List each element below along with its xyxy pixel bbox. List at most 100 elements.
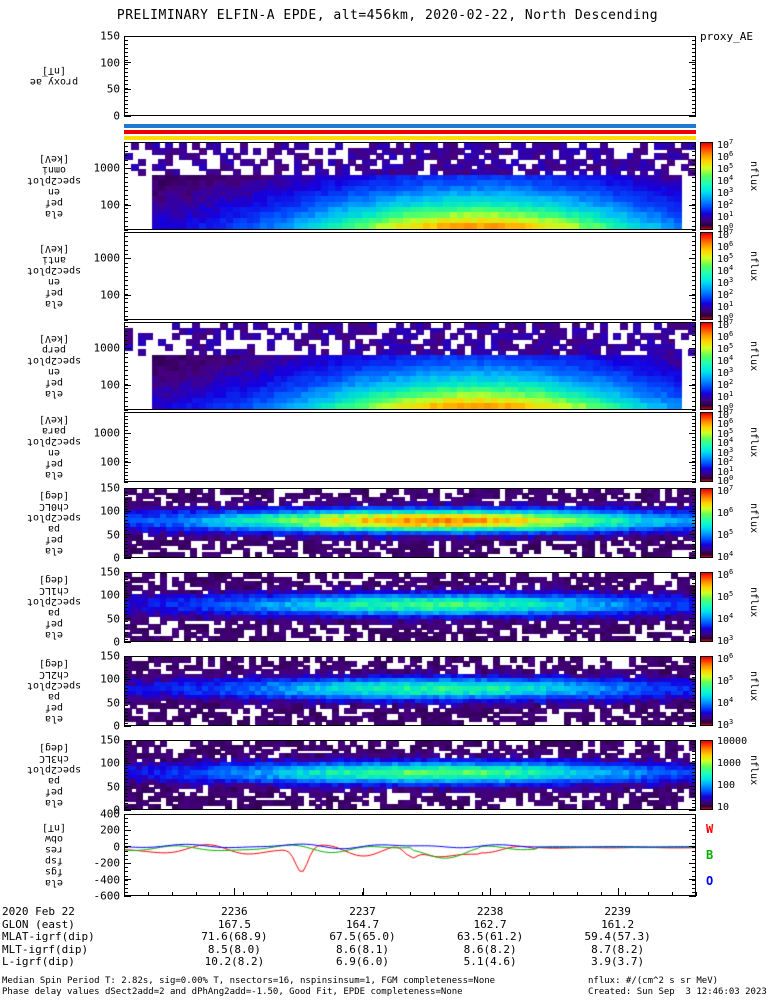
yminor-r-en_omni-0 <box>692 142 696 143</box>
colorbar-name-en_perp: nflux <box>748 341 759 372</box>
yminor-r-proxy_ae-13 <box>692 88 696 89</box>
yminor-r-pa_ch2lc-6 <box>692 677 696 678</box>
yminor-r-en_anti-8 <box>692 267 696 269</box>
xaxis-row-value-3-2: 8.6(8.2) <box>463 942 517 956</box>
yminor-en_omni-14 <box>124 203 128 205</box>
yminor-pa_ch3lc-13 <box>124 785 128 787</box>
panel-en_anti <box>124 232 696 320</box>
ytick-proxy_ae-0: 150 <box>100 29 120 43</box>
xmajor-0 <box>234 888 236 896</box>
xaxis-row-value-0-2: 2238 <box>476 905 504 918</box>
yminor-r-pa_ch3lc-12 <box>692 782 696 783</box>
yminor-r-pa_ch3lc-9 <box>692 771 696 773</box>
yminor-fgs_res-7 <box>124 842 128 844</box>
yminor-pa_ch3lc-17 <box>124 799 128 801</box>
yminor-en_para-13 <box>124 457 128 459</box>
ytickmark-r-pa_ch0lc-1 <box>689 510 696 512</box>
colorbar-label-en_omni-2: 105 <box>717 161 734 176</box>
yminor-pa_ch0lc-20 <box>124 558 128 559</box>
yminor-r-fgs_res-18 <box>692 887 696 889</box>
yminor-pa_ch1lc-1 <box>124 575 128 577</box>
yminor-r-pa_ch2lc-18 <box>692 719 696 720</box>
yminor-pa_ch2lc-15 <box>124 708 128 710</box>
xminor-20 <box>600 892 602 896</box>
xminor-15 <box>481 892 483 896</box>
yminor-en_para-7 <box>124 436 128 438</box>
yminor-fgs_res-6 <box>124 838 128 840</box>
yminor-pa_ch3lc-5 <box>124 757 128 759</box>
colorbar-name-pa_ch0lc: nflux <box>748 503 759 534</box>
yminor-r-pa_ch0lc-1 <box>692 491 696 493</box>
yminor-en_perp-19 <box>124 405 128 407</box>
yminor-proxy_ae-20 <box>124 116 128 117</box>
yminor-proxy_ae-1 <box>124 40 128 41</box>
yminor-r-en_perp-18 <box>692 401 696 403</box>
panel-pa_ch2lc <box>124 656 696 726</box>
xaxis-row-0: 2020 Feb 22 2236 2237 2238 2239 <box>2 905 775 919</box>
ytickmark-r-en_para-1 <box>689 461 696 463</box>
yminor-r-pa_ch3lc-14 <box>692 789 696 790</box>
yminor-pa_ch1lc-16 <box>124 628 128 629</box>
yminor-r-fgs_res-2 <box>692 822 696 824</box>
yminor-pa_ch2lc-6 <box>124 677 128 678</box>
yminor-pa_ch0lc-8 <box>124 516 128 517</box>
yminor-en_anti-18 <box>124 311 128 313</box>
ytickmark-en_anti-1 <box>124 294 131 296</box>
yminor-r-en_anti-1 <box>692 236 696 238</box>
yminor-en_para-19 <box>124 478 128 480</box>
yminor-r-fgs_res-1 <box>692 818 696 820</box>
yminor-r-en_para-16 <box>692 468 696 469</box>
xaxis-row-value-0-3: 2239 <box>604 905 631 918</box>
panel-en_omni <box>124 142 696 230</box>
yminor-en_anti-5 <box>124 254 128 255</box>
yminor-r-pa_ch0lc-19 <box>692 554 696 556</box>
yminor-pa_ch0lc-17 <box>124 547 128 549</box>
yminor-r-fgs_res-9 <box>692 850 696 852</box>
yminor-r-pa_ch3lc-13 <box>692 785 696 787</box>
panel-label-text-pa_ch1lc: ela pef pa spec2plot ch1LC [deg] <box>26 574 82 640</box>
yminor-proxy_ae-12 <box>124 84 128 85</box>
yminor-fgs_res-11 <box>124 859 128 861</box>
yminor-r-en_para-18 <box>692 475 696 476</box>
colorbar-gradient-pa_ch3lc <box>701 741 712 809</box>
yminor-en_omni-6 <box>124 168 128 170</box>
yminor-en_para-12 <box>124 454 128 455</box>
colorbar-label-en_para-4: 103 <box>717 445 734 459</box>
yminor-en_anti-19 <box>124 315 128 317</box>
yminor-r-en_perp-4 <box>692 339 696 341</box>
ytick-pa_ch1lc-2: 50 <box>106 612 120 626</box>
yminor-en_para-16 <box>124 468 128 469</box>
yminor-r-en_anti-10 <box>692 276 696 277</box>
ytickmark-r-pa_ch1lc-2 <box>689 618 696 620</box>
yminor-r-pa_ch2lc-14 <box>692 705 696 706</box>
yminor-r-en_para-20 <box>692 482 696 483</box>
yminor-en_perp-11 <box>124 370 128 372</box>
yminor-r-pa_ch1lc-1 <box>692 575 696 577</box>
ytick-pa_ch3lc-1: 100 <box>100 756 120 770</box>
yminor-pa_ch1lc-13 <box>124 617 128 619</box>
colorbar-en_perp <box>700 322 713 410</box>
colorbar-pa_ch2lc <box>700 656 713 726</box>
yminor-proxy_ae-14 <box>124 92 128 93</box>
yminor-pa_ch1lc-7 <box>124 596 128 598</box>
xaxis-row-value-1-1: 164.7 <box>345 917 380 931</box>
yminor-pa_ch3lc-16 <box>124 796 128 797</box>
xaxis-row-value-4-1: 6.9(6.0) <box>336 955 390 968</box>
xaxis-row-name-4: L-igrf(dip) <box>2 955 75 968</box>
yminor-en_perp-7 <box>124 352 128 354</box>
yminor-pa_ch1lc-18 <box>124 635 128 636</box>
yminor-pa_ch2lc-18 <box>124 719 128 720</box>
xaxis-row-value-4-0: 10.2(8.2) <box>204 955 265 968</box>
xmajor-2 <box>490 888 492 896</box>
yminor-en_perp-18 <box>124 401 128 403</box>
ytick-en_anti-0: 1000 <box>93 251 121 265</box>
yminor-r-en_anti-9 <box>692 271 696 273</box>
yminor-r-fgs_res-5 <box>692 834 696 836</box>
yminor-pa_ch2lc-19 <box>124 722 128 724</box>
yminor-r-en_para-1 <box>692 415 696 417</box>
yminor-r-en_anti-18 <box>692 311 696 313</box>
yminor-pa_ch0lc-18 <box>124 551 128 552</box>
ytickmark-r-proxy_ae-2 <box>689 88 696 90</box>
yminor-r-en_omni-3 <box>692 155 696 157</box>
yminor-r-en_omni-10 <box>692 186 696 187</box>
